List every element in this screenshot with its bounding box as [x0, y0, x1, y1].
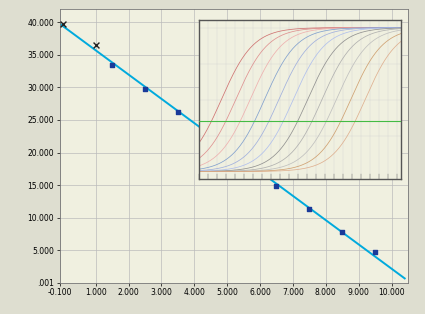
Point — [306, 207, 313, 212]
Point — [240, 159, 247, 164]
Point — [174, 110, 181, 115]
Point — [273, 183, 280, 188]
Point — [372, 250, 379, 255]
Point — [92, 43, 99, 48]
Point — [109, 62, 116, 67]
Point — [142, 86, 148, 91]
Point — [207, 135, 214, 140]
Point — [339, 229, 346, 234]
Point — [60, 21, 66, 26]
